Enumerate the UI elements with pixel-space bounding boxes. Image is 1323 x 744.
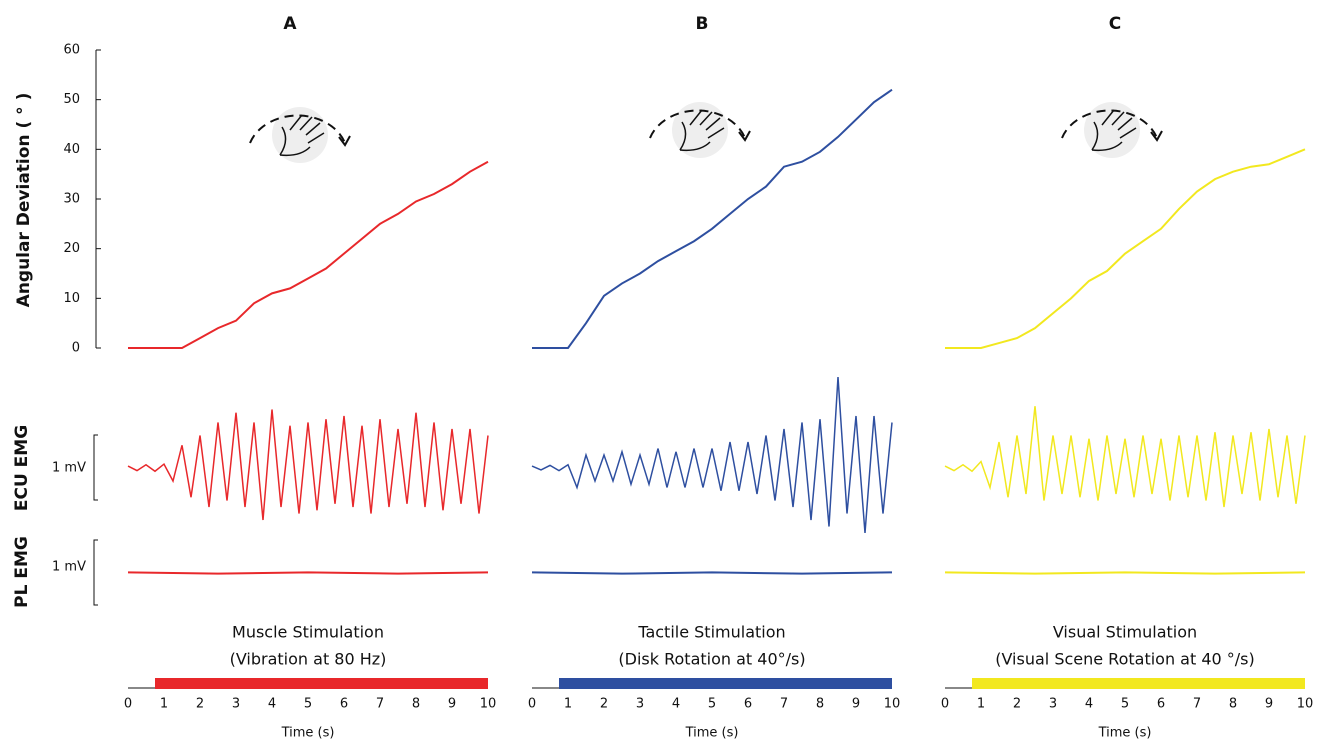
x-tick-label: 4 bbox=[672, 697, 680, 712]
y-tick-label: 10 bbox=[63, 291, 80, 306]
x-tick-label: 7 bbox=[780, 697, 788, 712]
x-tick-label: 9 bbox=[1265, 697, 1273, 712]
x-tick-label: 5 bbox=[708, 697, 716, 712]
stim-title: Tactile Stimulation bbox=[637, 623, 785, 642]
ecu-emg-trace bbox=[127, 409, 489, 521]
hand-icon bbox=[1061, 102, 1163, 158]
y-tick-label: 60 bbox=[63, 43, 80, 58]
x-tick-label: 1 bbox=[160, 697, 168, 712]
x-tick-label: 4 bbox=[268, 697, 276, 712]
scale-bars bbox=[93, 434, 98, 606]
hand-icon bbox=[249, 107, 351, 163]
pl-emg-trace bbox=[944, 571, 1306, 575]
y-tick-label: 50 bbox=[63, 92, 80, 107]
stim-detail: (Vibration at 80 Hz) bbox=[230, 650, 387, 669]
panel-title: A bbox=[283, 14, 297, 34]
x-axis-label: Time (s) bbox=[685, 726, 739, 741]
pl-label: PL EMG bbox=[12, 536, 32, 608]
x-tick-label: 8 bbox=[412, 697, 420, 712]
stim-title: Visual Stimulation bbox=[1053, 623, 1197, 642]
x-tick-label: 8 bbox=[816, 697, 824, 712]
x-tick-label: 6 bbox=[340, 697, 348, 712]
x-tick-label: 0 bbox=[941, 697, 949, 712]
x-tick-label: 7 bbox=[376, 697, 384, 712]
x-tick-label: 3 bbox=[1049, 697, 1057, 712]
x-tick-label: 5 bbox=[1121, 697, 1129, 712]
angle-trace bbox=[128, 160, 489, 349]
hand-icon bbox=[649, 102, 751, 158]
ecu-label: ECU EMG bbox=[12, 425, 32, 511]
x-tick-label: 0 bbox=[124, 697, 132, 712]
y-axis-label: Angular Deviation ( ° ) bbox=[14, 93, 34, 308]
y-tick-label: 20 bbox=[63, 241, 80, 256]
x-tick-label: 10 bbox=[480, 697, 497, 712]
x-tick-label: 9 bbox=[448, 697, 456, 712]
pl-emg-trace bbox=[127, 571, 489, 575]
ecu-emg-trace bbox=[531, 376, 893, 534]
x-tick-label: 10 bbox=[884, 697, 901, 712]
x-tick-label: 3 bbox=[232, 697, 240, 712]
x-tick-label: 10 bbox=[1297, 697, 1314, 712]
x-tick-label: 2 bbox=[1013, 697, 1021, 712]
scale-label: 1 mV bbox=[52, 461, 86, 476]
panel-title: B bbox=[696, 14, 709, 34]
ecu-emg-trace bbox=[944, 406, 1306, 508]
scale-label: 1 mV bbox=[52, 560, 86, 575]
stimulus-bar bbox=[559, 678, 892, 689]
stim-title: Muscle Stimulation bbox=[232, 623, 384, 642]
x-tick-label: 7 bbox=[1193, 697, 1201, 712]
x-tick-label: 6 bbox=[1157, 697, 1165, 712]
rotation-icons bbox=[249, 102, 1163, 163]
angle-trace bbox=[532, 88, 893, 349]
pl-emg-trace bbox=[531, 571, 893, 575]
x-tick-label: 0 bbox=[528, 697, 536, 712]
y-tick-label: 40 bbox=[63, 142, 80, 157]
x-tick-label: 9 bbox=[852, 697, 860, 712]
x-axis-label: Time (s) bbox=[281, 726, 335, 741]
x-tick-label: 6 bbox=[744, 697, 752, 712]
x-tick-label: 1 bbox=[564, 697, 572, 712]
stimulus-bar bbox=[972, 678, 1305, 689]
x-tick-label: 3 bbox=[636, 697, 644, 712]
x-tick-label: 1 bbox=[977, 697, 985, 712]
x-tick-label: 8 bbox=[1229, 697, 1237, 712]
x-tick-label: 2 bbox=[196, 697, 204, 712]
angle-trace bbox=[945, 148, 1306, 349]
x-tick-label: 4 bbox=[1085, 697, 1093, 712]
x-tick-label: 5 bbox=[304, 697, 312, 712]
stimulus-bar bbox=[155, 678, 488, 689]
x-tick-label: 2 bbox=[600, 697, 608, 712]
y-tick-label: 30 bbox=[63, 192, 80, 207]
x-axis-label: Time (s) bbox=[1098, 726, 1152, 741]
panel-title: C bbox=[1109, 14, 1121, 34]
y-tick-label: 0 bbox=[72, 341, 80, 356]
stim-detail: (Disk Rotation at 40°/s) bbox=[618, 650, 805, 669]
stim-detail: (Visual Scene Rotation at 40 °/s) bbox=[995, 650, 1255, 669]
